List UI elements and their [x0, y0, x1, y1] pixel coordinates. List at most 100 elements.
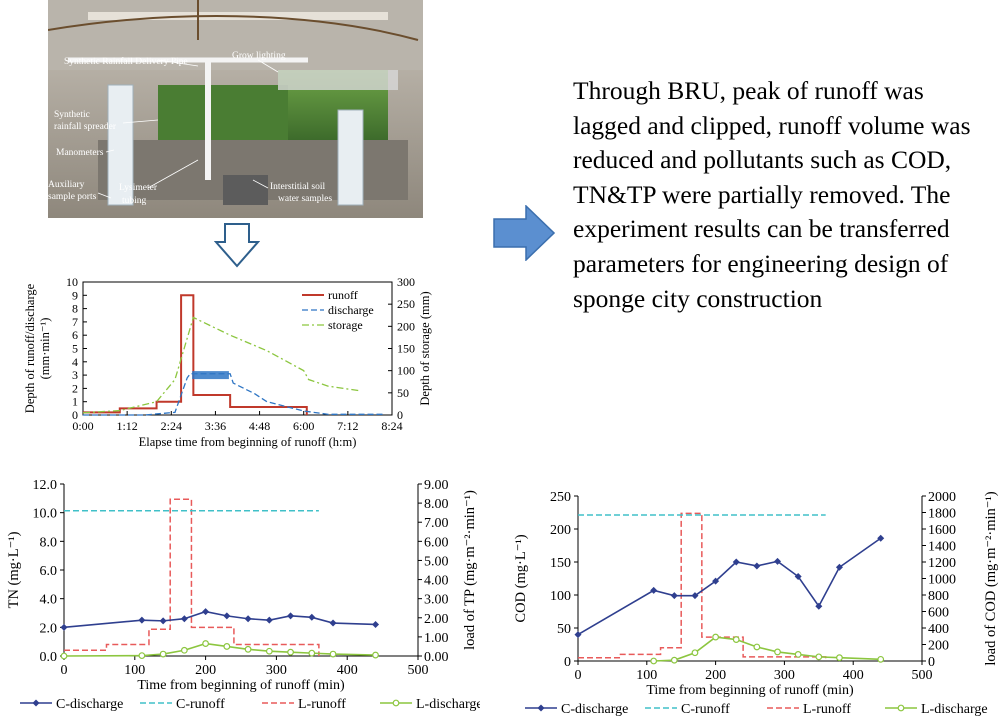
- x-tick-label: 0: [61, 663, 68, 678]
- legend-marker: [32, 699, 40, 707]
- legend-marker: [537, 704, 545, 712]
- summary-text: Through BRU, peak of runoff was lagged a…: [573, 76, 971, 313]
- x-tick-label: 2:24: [161, 419, 182, 433]
- series-line-0: [577, 537, 882, 636]
- y-tick-label: 50: [557, 622, 571, 637]
- y-tick-label: 150: [550, 556, 571, 571]
- data-point: [712, 633, 720, 641]
- y2-tick-label: 1800: [928, 507, 956, 522]
- x-tick-label: 0: [575, 668, 582, 683]
- data-point: [372, 620, 380, 628]
- y-tick-label: 4.0: [40, 593, 58, 608]
- data-point: [794, 650, 802, 658]
- series-line-storage: [82, 316, 359, 414]
- y-tick-label: 7: [72, 315, 78, 329]
- data-point: [712, 577, 720, 585]
- y2-tick-label: 0.00: [424, 650, 449, 665]
- x-tick-label: 6:00: [293, 419, 314, 433]
- x-tick-label: 400: [337, 663, 358, 678]
- y-axis-label-line1: Depth of runoff/discharge: [23, 283, 37, 413]
- x-tick-label: 500: [408, 663, 429, 678]
- legend-label-L-discharge: L-discharge: [416, 697, 480, 712]
- data-point: [265, 647, 273, 655]
- cod-chart: 0501001502002500200400600800100012001400…: [513, 490, 999, 717]
- data-point: [308, 613, 316, 621]
- y-tick-label: 10.0: [33, 507, 58, 522]
- y2-tick-label: 9.00: [424, 478, 449, 493]
- data-point: [691, 592, 699, 600]
- data-point: [732, 636, 740, 643]
- data-point: [835, 563, 843, 571]
- y-tick-label: 200: [550, 523, 571, 538]
- series-line-3: [63, 642, 376, 657]
- label-lysimeter-1: Lysimeter: [119, 183, 158, 193]
- y-tick-label: 6: [72, 328, 78, 342]
- discharge-noise-band: [192, 371, 229, 380]
- data-point: [753, 643, 761, 651]
- x-tick-label: 8:24: [381, 419, 402, 433]
- data-point: [815, 653, 823, 661]
- legend-label-L-runoff: L-runoff: [298, 697, 346, 712]
- legend-label-C-discharge: C-discharge: [56, 697, 123, 712]
- legend-label-runoff: runoff: [328, 288, 358, 302]
- y-tick-label: 0.0: [40, 650, 58, 665]
- legend-label-L-discharge: L-discharge: [921, 702, 988, 717]
- y-axis-label: TN (mg·L⁻¹): [6, 531, 22, 608]
- legend-marker: [897, 704, 905, 712]
- y2-tick-label: 800: [928, 589, 949, 604]
- y2-tick-label: 50: [397, 386, 409, 400]
- x-tick-label: 3:36: [205, 419, 226, 433]
- data-point: [774, 557, 782, 565]
- x-tick-label: 1:12: [116, 419, 137, 433]
- y-tick-label: 6.0: [40, 564, 58, 579]
- y-tick-label: 4: [72, 355, 78, 369]
- x-tick-label: 300: [266, 663, 287, 678]
- label-lysimeter-2: tubing: [122, 196, 147, 206]
- y-tick-label: 100: [550, 589, 571, 604]
- y-axis-label-line2: (mm·min⁻¹): [38, 318, 52, 380]
- data-point: [650, 657, 658, 665]
- data-point: [202, 640, 210, 647]
- y-tick-label: 12.0: [33, 478, 58, 493]
- x-axis-label: Elapse time from beginning of runoff (h:…: [139, 435, 357, 449]
- label-grow-lighting: Grow lighting: [232, 51, 286, 61]
- y2-tick-label: 4.00: [424, 574, 449, 589]
- y2-tick-label: 0: [928, 655, 935, 670]
- y-tick-label: 3: [72, 368, 78, 382]
- legend-label-L-runoff: L-runoff: [803, 702, 851, 717]
- y-tick-label: 1: [72, 395, 78, 409]
- data-point: [329, 619, 337, 627]
- x-tick-label: 400: [843, 668, 864, 683]
- x-tick-label: 200: [705, 668, 726, 683]
- data-point: [244, 645, 252, 653]
- y2-axis-label: load of TP (mg·m⁻²·min⁻¹): [462, 490, 478, 650]
- legend-label-C-discharge: C-discharge: [561, 702, 628, 717]
- x-tick-label: 100: [124, 663, 145, 678]
- data-point: [670, 656, 678, 664]
- legend-label-C-runoff: C-runoff: [681, 702, 730, 717]
- y2-tick-label: 1600: [928, 523, 956, 538]
- label-auxiliary-2: sample ports: [48, 192, 97, 202]
- x-axis-label: Time from beginning of runoff (min): [137, 678, 345, 693]
- data-point: [836, 654, 843, 662]
- x-tick-label: 500: [912, 668, 933, 683]
- y2-tick-label: 1.00: [424, 631, 449, 646]
- series-line-discharge: [83, 373, 384, 416]
- y-tick-label: 250: [550, 490, 571, 505]
- x-tick-label: 300: [774, 668, 795, 683]
- lysimeter-photo-illustration: [48, 0, 423, 218]
- y2-tick-label: 100: [397, 364, 415, 378]
- x-tick-label: 4:48: [249, 419, 270, 433]
- legend-label-storage: storage: [328, 318, 363, 332]
- data-point: [180, 615, 188, 623]
- series-line-0: [63, 610, 376, 629]
- y-tick-label: 5: [72, 342, 78, 356]
- data-point: [329, 650, 337, 658]
- data-point: [815, 602, 823, 610]
- y2-tick-label: 0: [397, 408, 403, 422]
- photo-annotations: Synthetic Rainfall Delivery Pipe Grow li…: [48, 51, 332, 206]
- y-tick-label: 2: [72, 381, 78, 395]
- data-point: [732, 558, 740, 566]
- data-point: [877, 534, 885, 542]
- data-point: [223, 612, 231, 620]
